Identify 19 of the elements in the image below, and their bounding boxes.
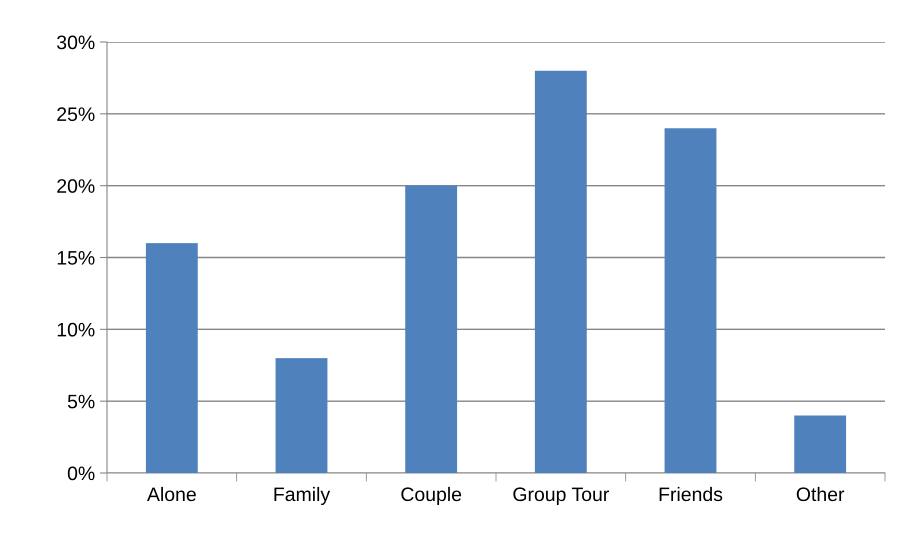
y-tick-label: 20% — [57, 179, 95, 193]
y-tick-label: 25% — [57, 107, 95, 122]
bar — [405, 186, 458, 473]
x-tick-label: Couple — [401, 486, 462, 506]
bar — [146, 243, 198, 473]
bar — [664, 128, 716, 473]
bar — [794, 416, 846, 473]
x-tick-label: Group Tour — [513, 487, 609, 506]
bar — [276, 358, 328, 473]
y-tick-label: 0% — [68, 466, 95, 480]
y-tick-label: 30% — [57, 35, 95, 50]
bar — [534, 70, 587, 473]
y-tick-label: 10% — [58, 322, 95, 337]
x-tick-label: Friends — [660, 486, 722, 502]
x-tick-label: Other — [796, 486, 844, 502]
x-tick-label: Family — [274, 486, 330, 506]
x-tick-label: Alone — [147, 486, 196, 502]
y-tick-label: 5% — [68, 394, 95, 408]
y-tick-label: 15% — [58, 251, 95, 265]
